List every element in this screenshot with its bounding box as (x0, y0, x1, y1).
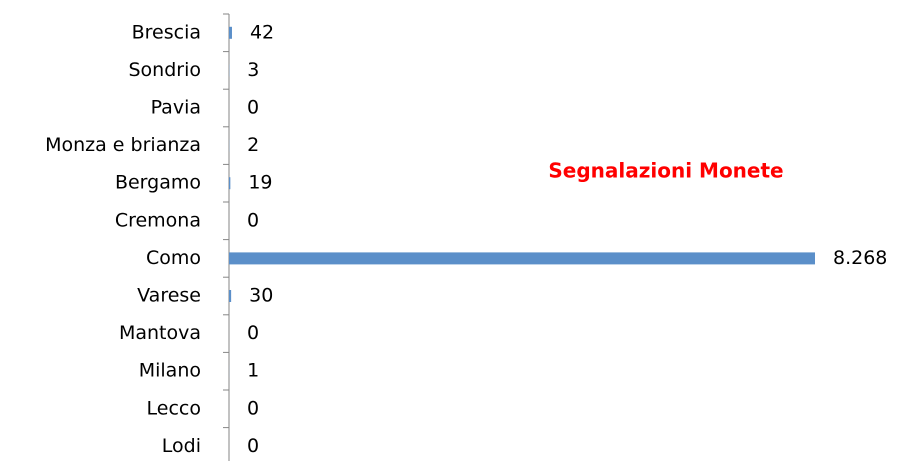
chart-title: Segnalazioni Monete (548, 159, 783, 183)
y-tick-label: Varese (137, 285, 201, 307)
data-label: 0 (247, 435, 259, 457)
y-tick-label: Pavia (151, 97, 201, 119)
bar (229, 177, 230, 189)
data-label: 0 (247, 209, 259, 231)
data-label: 30 (249, 285, 273, 307)
y-tick-label: Lecco (147, 397, 201, 419)
bar (229, 252, 815, 264)
data-label: 0 (247, 97, 259, 119)
y-tick-label: Milano (139, 360, 201, 382)
data-label: 1 (247, 360, 259, 382)
data-label: 19 (248, 172, 272, 194)
y-tick-label: Lodi (162, 435, 201, 457)
y-tick-label: Mantova (119, 322, 201, 344)
data-label: 42 (250, 21, 274, 43)
data-label: 8.268 (833, 247, 887, 269)
y-tick-label: Como (146, 247, 201, 269)
y-tick-label: Cremona (115, 209, 201, 231)
y-tick-label: Monza e brianza (45, 134, 201, 156)
data-label: 3 (247, 59, 259, 81)
y-tick-label: Bergamo (115, 172, 201, 194)
y-tick-label: Sondrio (128, 59, 201, 81)
y-tick-label: Brescia (132, 21, 201, 43)
data-label: 2 (247, 134, 259, 156)
data-label: 0 (247, 322, 259, 344)
data-label: 0 (247, 397, 259, 419)
bar (229, 27, 232, 39)
bar (229, 290, 231, 302)
